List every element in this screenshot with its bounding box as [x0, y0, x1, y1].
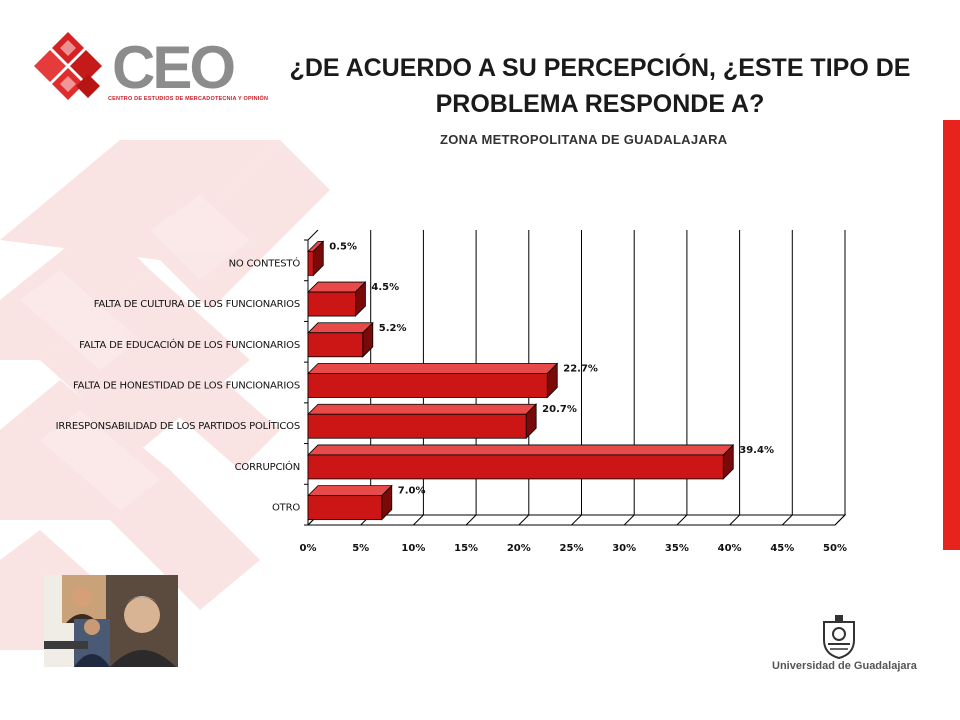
- x-tick-label: 20%: [507, 543, 531, 554]
- bar-top: [307, 403, 538, 415]
- bar: [307, 454, 724, 480]
- floor-tick: [834, 514, 846, 526]
- floor-tick: [465, 514, 477, 526]
- ceo-logo-text: CEO: [112, 34, 234, 101]
- x-tick-label: 40%: [718, 543, 742, 554]
- bar-top: [307, 322, 374, 334]
- bar: [307, 413, 527, 439]
- category-label: FALTA DE HONESTIDAD DE LOS FUNCIONARIOS: [73, 381, 300, 392]
- data-label: 7.0%: [398, 486, 426, 497]
- bar-chart: 0% 5% 10% 15% 20% 25% 30% 35% 40% 45% 50% 0.5% NO CO…: [56, 229, 847, 554]
- ceo-logo-graphic: CEO: [34, 32, 237, 101]
- x-tick-label: 10%: [401, 543, 425, 554]
- ceo-logo: CEO CENTRO DE ESTUDIOS DE MERCADOTECNIA …: [28, 30, 268, 120]
- floor-tick: [729, 514, 740, 526]
- x-tick-label: 45%: [770, 543, 794, 554]
- title-line-2: PROBLEMA RESPONDE A?: [435, 90, 765, 118]
- x-tick-label: 0%: [300, 543, 317, 554]
- bar: [307, 495, 383, 521]
- accent-bar: [943, 120, 960, 550]
- category-label: CORRUPCIÓN: [235, 460, 300, 473]
- bar-top: [307, 444, 735, 456]
- university-seal-icon: [820, 614, 858, 660]
- data-label: 4.5%: [371, 282, 399, 293]
- floor-tick: [413, 514, 424, 526]
- category-label: IRRESPONSABILIDAD DE LOS PARTIDOS POLÍTI…: [56, 419, 300, 432]
- data-label: 20.7%: [542, 404, 577, 415]
- x-tick-label: 35%: [665, 543, 689, 554]
- floor-tick: [571, 514, 582, 526]
- category-label: FALTA DE CULTURA DE LOS FUNCIONARIOS: [94, 299, 300, 310]
- chart-subtitle: ZONA METROPOLITANA DE GUADALAJARA: [440, 132, 728, 147]
- x-tick-label: 5%: [352, 543, 369, 554]
- data-label: 39.4%: [739, 445, 774, 456]
- floor-tick: [676, 514, 688, 526]
- ceo-logo-tagline: CENTRO DE ESTUDIOS DE MERCADOTECNIA Y OP…: [108, 96, 269, 102]
- x-tick-label: 30%: [612, 543, 636, 554]
- data-label: 0.5%: [329, 241, 357, 252]
- page-title: ¿DE ACUERDO A SU PERCEPCIÓN, ¿ESTE TIPO …: [250, 50, 950, 122]
- politician-photos: [44, 575, 178, 667]
- floor-tick: [781, 514, 793, 526]
- bar-top: [307, 363, 559, 374]
- x-tick-label: 15%: [454, 543, 478, 554]
- floor-tick: [623, 514, 635, 526]
- university-name: Universidad de Guadalajara: [772, 660, 917, 672]
- y-axis-top: [307, 229, 319, 241]
- category-label: FALTA DE EDUCACIÓN DE LOS FUNCIONARIOS: [79, 338, 300, 351]
- data-label: 5.2%: [379, 323, 407, 334]
- x-tick-label: 25%: [560, 543, 584, 554]
- bar: [307, 332, 364, 358]
- bar: [307, 291, 356, 317]
- data-label: 22.7%: [563, 364, 598, 375]
- x-tick-label: 50%: [823, 543, 847, 554]
- bar-top: [307, 485, 393, 497]
- category-label: NO CONTESTÓ: [229, 256, 301, 269]
- bar: [307, 373, 548, 398]
- floor-tick: [518, 514, 530, 526]
- title-line-1: ¿DE ACUERDO A SU PERCEPCIÓN, ¿ESTE TIPO …: [289, 54, 911, 82]
- category-label: OTRO: [272, 503, 300, 514]
- bar: [307, 250, 314, 276]
